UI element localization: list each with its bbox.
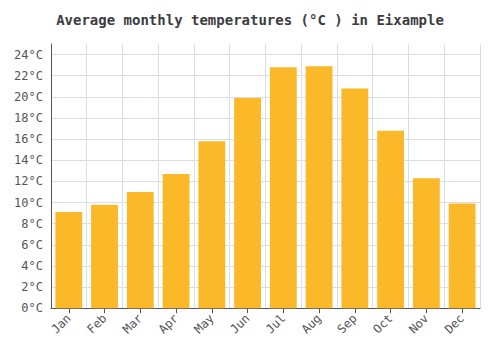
svg-text:16°C: 16°C	[14, 132, 43, 146]
svg-text:12°C: 12°C	[14, 174, 43, 188]
svg-text:2°C: 2°C	[21, 280, 43, 294]
svg-text:Aug: Aug	[299, 311, 324, 336]
svg-text:20°C: 20°C	[14, 90, 43, 104]
svg-text:Nov: Nov	[406, 311, 431, 336]
svg-text:Average monthly temperatures (: Average monthly temperatures (°C ) in Ei…	[56, 12, 444, 28]
svg-text:May: May	[192, 311, 217, 336]
svg-text:22°C: 22°C	[14, 69, 43, 83]
svg-text:Jan: Jan	[49, 311, 74, 336]
svg-text:6°C: 6°C	[21, 238, 43, 252]
svg-text:Oct: Oct	[370, 311, 395, 336]
svg-text:4°C: 4°C	[21, 259, 43, 273]
svg-text:0°C: 0°C	[21, 301, 43, 315]
svg-text:24°C: 24°C	[14, 48, 43, 62]
svg-text:Feb: Feb	[84, 311, 109, 336]
svg-text:Dec: Dec	[442, 311, 467, 336]
svg-text:Sep: Sep	[335, 311, 360, 336]
svg-text:Mar: Mar	[120, 311, 145, 336]
svg-text:14°C: 14°C	[14, 153, 43, 167]
svg-text:Apr: Apr	[156, 311, 181, 336]
svg-text:8°C: 8°C	[21, 217, 43, 231]
svg-text:18°C: 18°C	[14, 111, 43, 125]
svg-text:Jul: Jul	[263, 311, 288, 336]
svg-text:10°C: 10°C	[14, 196, 43, 210]
svg-text:Jun: Jun	[227, 311, 252, 336]
